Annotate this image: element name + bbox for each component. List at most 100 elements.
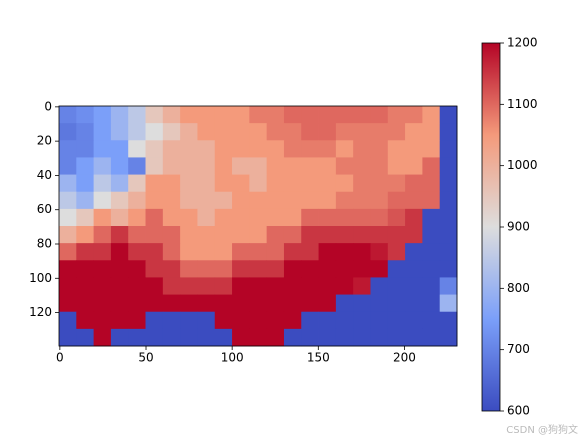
cell bbox=[283, 243, 302, 261]
cell bbox=[214, 328, 233, 347]
cell bbox=[387, 208, 406, 227]
cell bbox=[335, 226, 354, 244]
colorbar-tick-label: 600 bbox=[507, 404, 530, 418]
cell bbox=[405, 311, 423, 330]
cell bbox=[266, 174, 285, 193]
cell bbox=[110, 311, 129, 330]
cell bbox=[110, 294, 129, 313]
cell bbox=[197, 157, 216, 175]
cell bbox=[249, 328, 268, 347]
cell bbox=[249, 174, 268, 193]
cell bbox=[197, 311, 216, 330]
cell bbox=[93, 311, 112, 330]
cell bbox=[145, 191, 164, 210]
cell bbox=[439, 123, 458, 141]
cell bbox=[422, 294, 441, 313]
cell bbox=[301, 311, 319, 330]
cell bbox=[128, 123, 146, 141]
cell bbox=[249, 106, 268, 124]
cell bbox=[180, 123, 198, 141]
cell bbox=[214, 243, 233, 261]
cell bbox=[93, 140, 112, 158]
cell bbox=[76, 106, 95, 124]
cell bbox=[197, 260, 216, 278]
cell bbox=[353, 157, 371, 175]
cell bbox=[76, 123, 95, 141]
cell bbox=[439, 140, 458, 158]
cell bbox=[387, 277, 406, 295]
cell bbox=[59, 260, 77, 278]
cell bbox=[266, 106, 285, 124]
cell bbox=[405, 328, 423, 347]
cell bbox=[128, 174, 146, 193]
cell bbox=[76, 311, 95, 330]
cell bbox=[405, 277, 423, 295]
cell bbox=[422, 208, 441, 227]
cell bbox=[266, 140, 285, 158]
cell bbox=[335, 260, 354, 278]
cell bbox=[353, 208, 371, 227]
cell bbox=[405, 157, 423, 175]
cell bbox=[335, 277, 354, 295]
cell bbox=[318, 294, 337, 313]
cell bbox=[370, 328, 389, 347]
cell bbox=[301, 277, 319, 295]
cell bbox=[93, 328, 112, 347]
colorbar-tick-label: 900 bbox=[507, 220, 530, 234]
cell bbox=[353, 174, 371, 193]
cell bbox=[370, 157, 389, 175]
cell bbox=[180, 328, 198, 347]
cell bbox=[232, 140, 250, 158]
cell bbox=[76, 260, 95, 278]
cell bbox=[180, 174, 198, 193]
cell bbox=[93, 106, 112, 124]
cell bbox=[180, 226, 198, 244]
cell bbox=[318, 311, 337, 330]
cell bbox=[353, 243, 371, 261]
cell bbox=[405, 260, 423, 278]
cell bbox=[266, 260, 285, 278]
cell bbox=[387, 157, 406, 175]
cell bbox=[318, 277, 337, 295]
cell bbox=[128, 294, 146, 313]
cell bbox=[422, 123, 441, 141]
cell bbox=[405, 123, 423, 141]
cell bbox=[422, 311, 441, 330]
cell bbox=[301, 294, 319, 313]
cell bbox=[335, 174, 354, 193]
cell bbox=[232, 191, 250, 210]
cell bbox=[232, 208, 250, 227]
cell bbox=[405, 106, 423, 124]
cell bbox=[266, 294, 285, 313]
cell bbox=[59, 157, 77, 175]
cell bbox=[318, 328, 337, 347]
cell bbox=[128, 191, 146, 210]
cell bbox=[370, 140, 389, 158]
cell bbox=[405, 208, 423, 227]
cell bbox=[318, 174, 337, 193]
cell bbox=[301, 140, 319, 158]
cell bbox=[439, 294, 458, 313]
cell bbox=[180, 294, 198, 313]
cell bbox=[162, 208, 181, 227]
watermark: CSDN @狗狗文 bbox=[506, 423, 578, 436]
cell bbox=[283, 294, 302, 313]
cell bbox=[180, 243, 198, 261]
cell bbox=[353, 328, 371, 347]
cell bbox=[439, 174, 458, 193]
cell bbox=[128, 277, 146, 295]
cell bbox=[439, 277, 458, 295]
cell bbox=[439, 328, 458, 347]
cell bbox=[353, 260, 371, 278]
cell bbox=[214, 226, 233, 244]
cell bbox=[387, 243, 406, 261]
cell bbox=[335, 243, 354, 261]
cell bbox=[93, 174, 112, 193]
cell bbox=[266, 311, 285, 330]
cell bbox=[197, 226, 216, 244]
cell bbox=[318, 191, 337, 210]
y-tick-label: 120 bbox=[29, 305, 52, 319]
cell bbox=[266, 226, 285, 244]
cell bbox=[387, 123, 406, 141]
y-tick-label: 60 bbox=[37, 202, 52, 216]
